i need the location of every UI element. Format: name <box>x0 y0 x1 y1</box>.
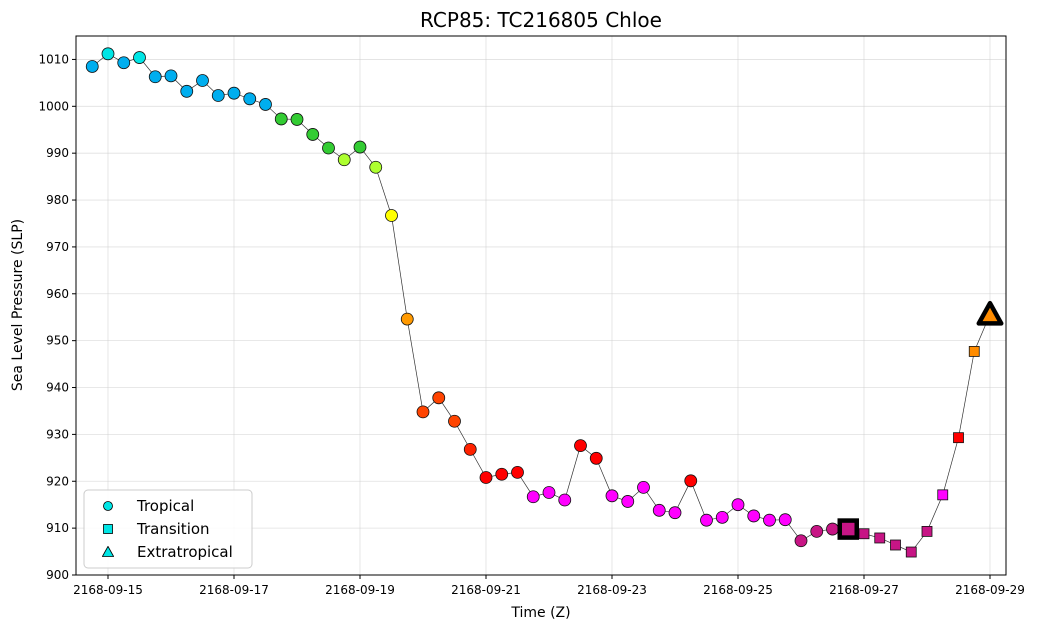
data-point <box>259 98 272 111</box>
data-point <box>905 546 917 558</box>
x-tick-label: 2168-09-17 <box>199 583 269 597</box>
data-point <box>858 528 870 540</box>
data-point <box>684 474 698 488</box>
y-tick-label: 940 <box>46 381 69 395</box>
data-point <box>778 513 792 527</box>
y-axis: 900 910 920 930 940 950 960 970 980 990 1000 1010 <box>38 52 76 582</box>
x-axis-title: Time (Z) <box>510 605 570 621</box>
data-point <box>196 74 209 87</box>
data-point <box>794 534 808 548</box>
data-point <box>322 141 335 155</box>
data-point <box>385 209 398 222</box>
data-point <box>731 498 745 512</box>
data-point <box>495 467 509 481</box>
legend-marker-circle <box>103 501 113 511</box>
x-tick-label: 2168-09-29 <box>955 583 1025 597</box>
x-tick-label: 2168-09-23 <box>577 583 647 597</box>
legend-label: Tropical <box>136 497 194 515</box>
legend-label: Transition <box>136 520 210 538</box>
data-point <box>526 490 540 504</box>
data-point <box>479 471 493 484</box>
data-point <box>101 47 115 61</box>
x-tick-label: 2168-09-25 <box>703 583 773 597</box>
series-track <box>85 47 1004 558</box>
data-point <box>652 503 666 517</box>
data-point <box>353 140 367 154</box>
legend: Tropical Transition Extratropical <box>83 489 253 569</box>
y-tick-label: 950 <box>46 334 69 348</box>
highlight-point <box>837 518 859 540</box>
data-point <box>511 465 524 479</box>
data-point <box>589 451 603 465</box>
data-point <box>369 160 383 174</box>
x-tick-label: 2168-09-19 <box>325 583 395 597</box>
data-point <box>968 346 980 357</box>
data-point <box>274 112 288 126</box>
legend-box <box>83 489 253 569</box>
data-point <box>290 113 304 126</box>
y-tick-label: 920 <box>46 474 69 488</box>
data-point <box>574 439 587 453</box>
data-point <box>306 128 320 141</box>
y-tick-label: 980 <box>46 193 69 207</box>
y-tick-label: 960 <box>46 287 69 301</box>
data-point <box>700 513 713 527</box>
data-point <box>937 489 949 501</box>
data-point <box>668 506 682 520</box>
y-tick-label: 970 <box>46 240 69 254</box>
data-point <box>890 539 901 551</box>
legend-marker-triangle <box>101 545 115 557</box>
data-point <box>621 495 635 508</box>
y-tick-label: 930 <box>46 427 69 441</box>
data-point <box>810 525 824 538</box>
data-point <box>448 414 461 428</box>
highlight-point <box>976 300 1004 326</box>
grid <box>76 36 1006 576</box>
data-point <box>227 86 241 100</box>
y-tick-label: 910 <box>46 521 69 535</box>
data-point <box>747 509 761 523</box>
data-point <box>763 513 776 527</box>
data-point <box>953 432 964 444</box>
data-point <box>133 51 146 64</box>
y-tick-label: 990 <box>46 146 69 160</box>
y-tick-label: 1000 <box>38 99 69 113</box>
data-point <box>826 522 839 536</box>
x-tick-label: 2168-09-27 <box>829 583 899 597</box>
data-point <box>605 489 619 503</box>
data-point <box>558 493 572 507</box>
y-tick-label: 900 <box>46 568 69 582</box>
y-axis-title: Sea Level Pressure (SLP) <box>10 219 26 391</box>
data-point <box>637 480 650 494</box>
data-point <box>715 510 729 524</box>
data-point <box>432 391 446 405</box>
plot-frame <box>75 35 1007 576</box>
data-point <box>416 405 430 419</box>
data-point <box>117 56 131 70</box>
legend-label: Extratropical <box>137 543 233 561</box>
data-point <box>85 60 99 73</box>
data-point <box>243 92 257 106</box>
x-tick-label: 2168-09-15 <box>73 583 143 597</box>
chart-title: RCP85: TC216805 Chloe <box>420 8 662 32</box>
data-point <box>542 486 556 499</box>
data-point <box>337 153 351 167</box>
data-point <box>148 70 162 84</box>
data-point <box>463 442 477 456</box>
data-point <box>164 69 178 83</box>
x-tick-label: 2168-09-21 <box>451 583 521 597</box>
y-tick-label: 1010 <box>38 52 69 66</box>
data-point <box>921 526 933 537</box>
legend-marker-square <box>103 524 113 534</box>
x-axis: 2168-09-15 2168-09-17 2168-09-19 2168-09-21… <box>73 575 1025 597</box>
data-point <box>400 312 414 326</box>
data-point <box>180 84 194 98</box>
data-point <box>211 89 225 102</box>
data-point <box>874 532 886 544</box>
